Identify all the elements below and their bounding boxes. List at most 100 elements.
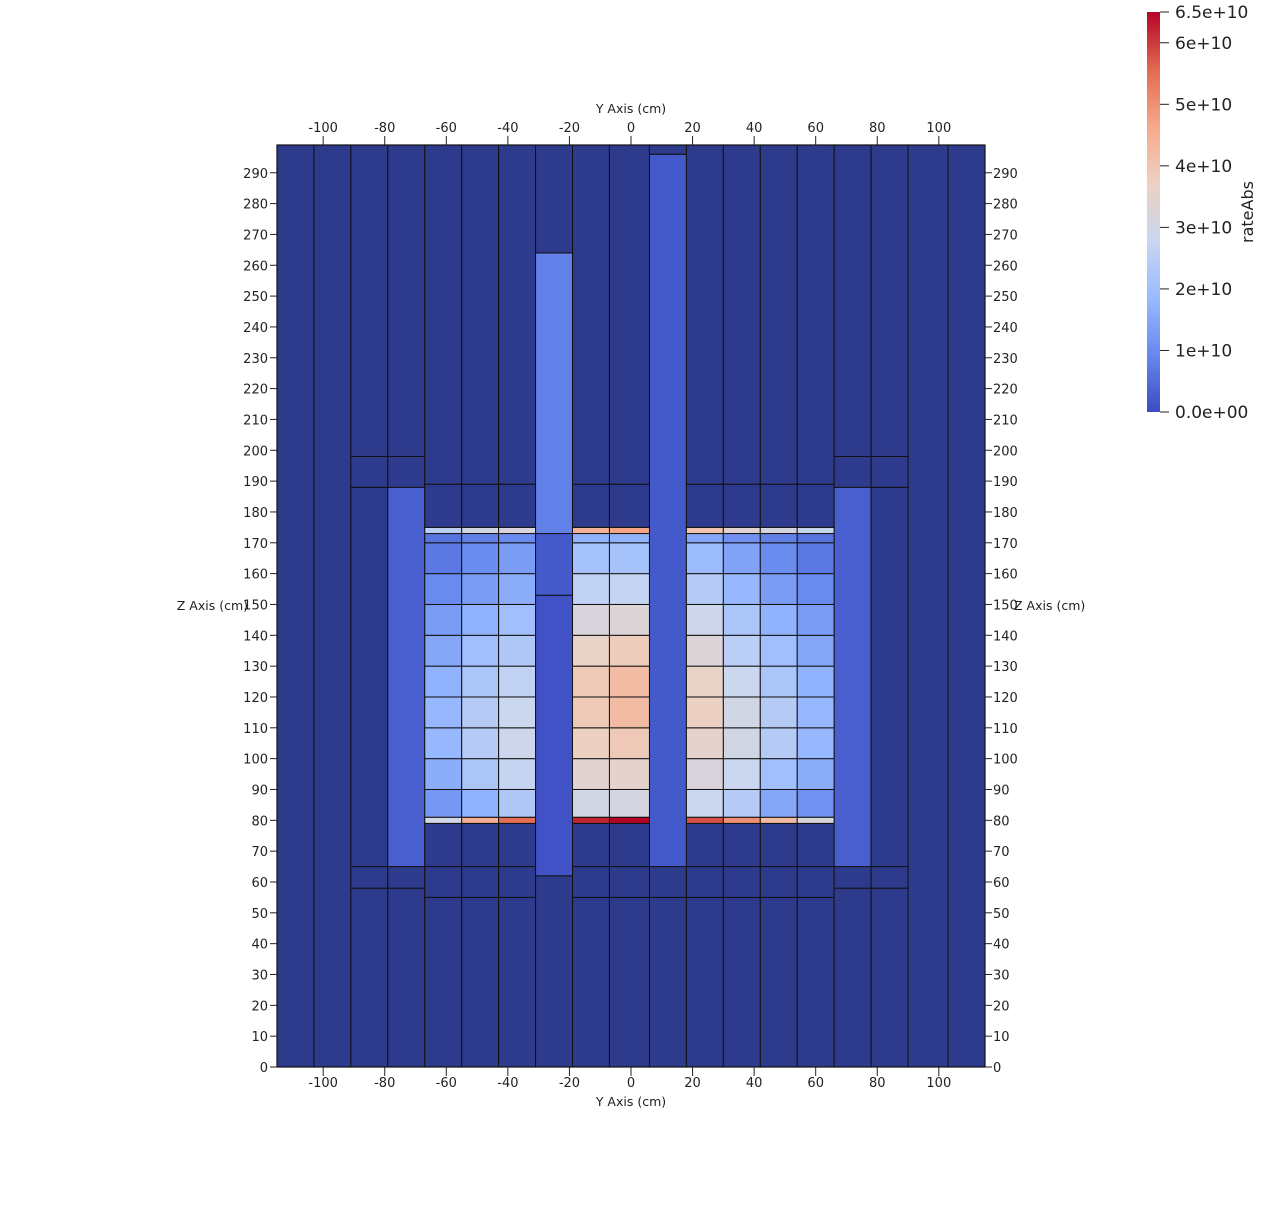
x-tick-label-top: 60 xyxy=(807,121,824,136)
heatmap-cell xyxy=(572,526,610,535)
colorbar xyxy=(1147,12,1160,412)
heatmap-cell xyxy=(350,455,389,488)
heatmap-cell xyxy=(796,696,835,729)
heatmap-cell xyxy=(722,665,761,698)
heatmap-cell xyxy=(796,727,835,760)
heatmap-cell xyxy=(535,875,574,1068)
heatmap-cell xyxy=(685,727,724,760)
y-tick-label-right: 130 xyxy=(993,660,1018,675)
heatmap-cell xyxy=(722,896,761,1068)
y-tick-label-right: 60 xyxy=(993,876,1010,891)
heatmap-cell xyxy=(572,483,610,528)
x-tick-label-top: 0 xyxy=(627,121,635,136)
heatmap-cell xyxy=(759,144,798,485)
y-tick-label-left: 50 xyxy=(251,907,268,922)
heatmap-cell xyxy=(796,896,835,1068)
heatmap-cell xyxy=(608,634,650,667)
heatmap-cell xyxy=(870,144,909,457)
heatmap-cell xyxy=(685,816,724,824)
heatmap-cell xyxy=(722,573,761,605)
y-tick-label-right: 250 xyxy=(993,290,1018,305)
heatmap-cell xyxy=(608,788,650,818)
x-tick-label-top: 40 xyxy=(746,121,763,136)
y-tick-label-left: 60 xyxy=(251,876,268,891)
x-tick-label-top: 100 xyxy=(926,121,951,136)
heatmap-cell xyxy=(759,822,798,868)
x-tick-label-top: -20 xyxy=(559,121,580,136)
y-tick-label-right: 120 xyxy=(993,691,1018,706)
x-tick-label-top: 20 xyxy=(684,121,701,136)
x-tick-label-bottom: -80 xyxy=(374,1076,395,1091)
heatmap-cell xyxy=(907,144,949,1068)
heatmap-cell xyxy=(608,896,650,1068)
heatmap-cell xyxy=(350,144,389,457)
y-tick-label-left: 220 xyxy=(243,383,268,398)
heatmap-cell xyxy=(608,483,650,528)
heatmap-cell xyxy=(572,696,610,729)
heatmap-cell xyxy=(424,542,463,575)
y-tick-label-left: 20 xyxy=(251,999,268,1014)
heatmap-cell xyxy=(722,144,761,485)
y-tick-label-right: 170 xyxy=(993,537,1018,552)
heatmap-cell xyxy=(498,542,537,575)
y-axis-title-left: Z Axis (cm) xyxy=(177,598,248,613)
heatmap-cell xyxy=(498,788,537,818)
heatmap-cell xyxy=(796,788,835,818)
heatmap-cell xyxy=(648,866,687,898)
heatmap-cell xyxy=(759,816,798,824)
y-tick-label-left: 160 xyxy=(243,568,268,583)
heatmap-cell xyxy=(498,533,537,544)
heatmap-cell xyxy=(572,573,610,605)
x-tick-label-bottom: 20 xyxy=(684,1076,701,1091)
heatmap-cell xyxy=(608,526,650,535)
heatmap-cell xyxy=(572,866,610,898)
y-tick-label-right: 70 xyxy=(993,845,1010,860)
x-tick-label-bottom: 80 xyxy=(869,1076,886,1091)
heatmap-cell xyxy=(759,542,798,575)
heatmap-cell xyxy=(759,603,798,636)
x-axis-title-bottom: Y Axis (cm) xyxy=(595,1094,666,1109)
y-tick-label-left: 260 xyxy=(243,259,268,274)
heatmap-cell xyxy=(387,486,426,868)
heatmap-cell xyxy=(870,866,909,889)
heatmap-cell xyxy=(722,758,761,790)
heatmap-cell xyxy=(722,533,761,544)
heatmap-cell xyxy=(796,542,835,575)
x-tick-label-bottom: 40 xyxy=(746,1076,763,1091)
y-tick-label-right: 190 xyxy=(993,475,1018,490)
heatmap-cell xyxy=(424,526,463,535)
heatmap-cell xyxy=(608,665,650,698)
heatmap-cell xyxy=(498,866,537,898)
heatmap-cell xyxy=(759,573,798,605)
heatmap-cell xyxy=(461,634,500,667)
heatmap-cell xyxy=(685,542,724,575)
heatmap-cell xyxy=(870,455,909,488)
x-axis-top: -100 -80 -60 -40 -20 0 20 40 60 80 100 xyxy=(308,121,951,145)
heatmap-cell xyxy=(461,896,500,1068)
heatmap-cell xyxy=(424,788,463,818)
heatmap-cell xyxy=(685,573,724,605)
heatmap-cell xyxy=(276,144,315,1068)
heatmap-cell xyxy=(608,144,650,485)
heatmap-cell xyxy=(796,665,835,698)
heatmap-cell xyxy=(572,788,610,818)
x-tick-label-bottom: 60 xyxy=(807,1076,824,1091)
heatmap-cell xyxy=(498,758,537,790)
heatmap-cell xyxy=(685,603,724,636)
heatmap-cell xyxy=(498,483,537,528)
y-tick-label-right: 160 xyxy=(993,568,1018,583)
heatmap-cell xyxy=(387,887,426,1068)
y-tick-label-left: 130 xyxy=(243,660,268,675)
heatmap-cell xyxy=(870,887,909,1068)
heatmap-cell xyxy=(424,822,463,868)
heatmap-cell xyxy=(572,144,610,485)
heatmap-cell xyxy=(350,887,389,1068)
heatmap-cell xyxy=(535,594,574,877)
heatmap-cell xyxy=(947,144,986,1068)
heatmap-cell xyxy=(498,665,537,698)
heatmap-cell xyxy=(461,542,500,575)
y-tick-label-right: 290 xyxy=(993,167,1018,182)
heatmap-cell xyxy=(796,144,835,485)
x-tick-label-bottom: -100 xyxy=(308,1076,338,1091)
y-tick-label-right: 150 xyxy=(993,598,1018,613)
